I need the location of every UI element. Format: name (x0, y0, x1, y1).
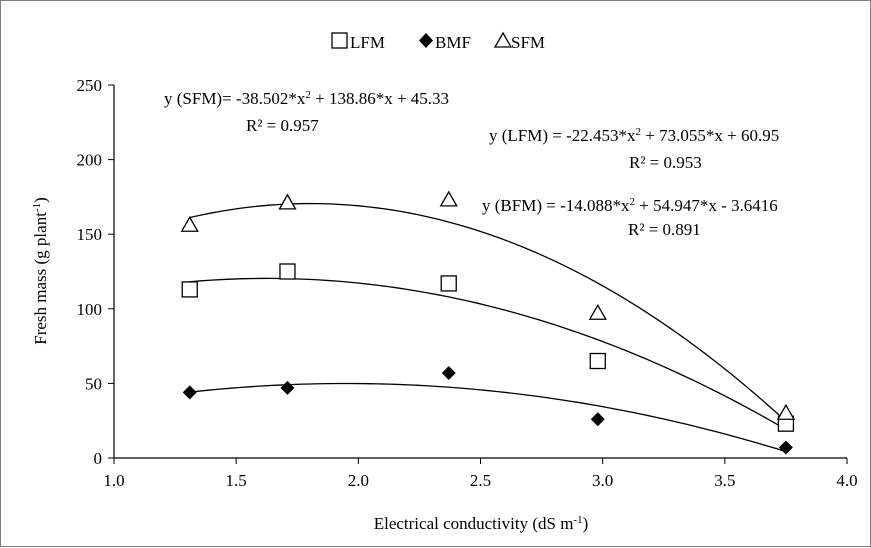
data-point-lfm (589, 352, 606, 370)
x-tick-label: 3.5 (714, 471, 735, 490)
data-point-sfm (180, 215, 199, 232)
y-tick-label: 50 (85, 374, 102, 393)
data-point-lfm (440, 275, 457, 292)
equation-lfm: y (LFM) = -22.453*x2 + 73.055*x + 60.95 (489, 126, 779, 145)
fit-curves (189, 202, 787, 453)
x-tick-label: 1.0 (103, 471, 124, 490)
legend-marker-bmf (419, 33, 433, 48)
data-markers (180, 190, 796, 455)
legend-label-lfm: LFM (350, 33, 385, 52)
x-tick-label: 2.0 (348, 471, 369, 490)
y-tick-label: 250 (77, 76, 103, 95)
data-point-sfm (776, 403, 796, 420)
y-tick-label: 150 (77, 225, 103, 244)
r2-lfm: R² = 0.953 (629, 153, 702, 172)
legend-marker-lfm (331, 32, 348, 49)
fit-curve-bmf (189, 382, 787, 453)
data-point-lfm (181, 281, 198, 298)
data-point-sfm (439, 190, 458, 207)
x-tick-label: 2.5 (470, 471, 491, 490)
y-axis-title: Fresh mass (g plant-1) (31, 197, 50, 345)
x-tick-label: 1.5 (226, 471, 247, 490)
legend-label-bmf: BMF (435, 33, 471, 52)
data-point-sfm (588, 303, 607, 320)
fit-curve-lfm (189, 277, 787, 430)
equation-sfm: y (SFM)= -38.502*x2 + 138.86*x + 45.33 (164, 89, 449, 108)
x-axis-title: Electrical conductivity (dS m-1) (374, 514, 589, 533)
x-tick-label: 3.0 (592, 471, 613, 490)
legend: LFM BMF SFM (331, 31, 545, 52)
y-tick-label: 200 (77, 151, 103, 170)
equation-bfm: y (BFM) = -14.088*x2 + 54.947*x - 3.6416 (482, 196, 778, 215)
r2-bfm: R² = 0.891 (628, 220, 701, 239)
x-tick-label: 4.0 (836, 471, 857, 490)
y-tick-label: 0 (94, 449, 103, 468)
equation-annotations: y (SFM)= -38.502*x2 + 138.86*x + 45.33 R… (164, 89, 779, 239)
r2-sfm: R² = 0.957 (246, 116, 319, 135)
data-point-bmf (778, 440, 793, 455)
legend-marker-sfm (493, 31, 513, 48)
y-tick-label: 100 (77, 300, 103, 319)
data-point-bmf (590, 412, 605, 427)
legend-label-sfm: SFM (511, 33, 545, 52)
data-point-lfm (279, 263, 296, 280)
data-point-bmf (280, 380, 295, 395)
data-point-sfm (278, 193, 297, 210)
axis-ticks: 1.0 1.5 2.0 2.5 3.0 3.5 4.0 0 50 100 150 200 250 (77, 76, 858, 490)
data-point-bmf (182, 385, 197, 400)
data-point-bmf (441, 365, 456, 380)
